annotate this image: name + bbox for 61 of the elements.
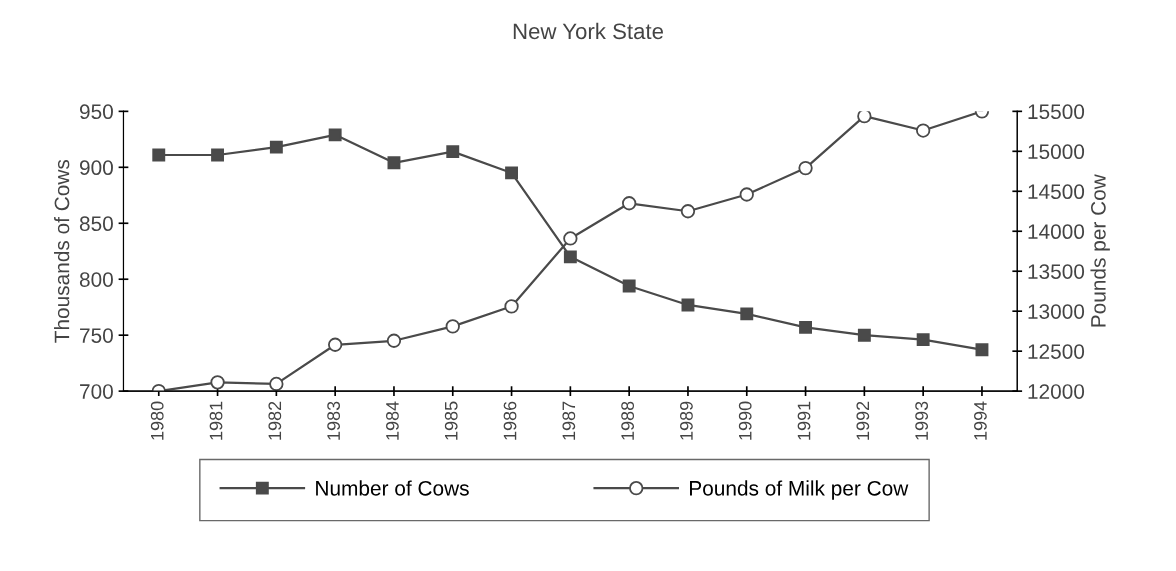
- y2-tick-label: 14500: [1028, 184, 1085, 200]
- y2-tick-label: 14000: [1028, 224, 1085, 240]
- point: [857, 328, 871, 342]
- legend-label: Number of Cows: [316, 480, 469, 496]
- x-tick-label: 1982: [268, 401, 282, 440]
- x-tick-label: 1981: [209, 401, 223, 440]
- x-tick-label: 1980: [150, 401, 164, 440]
- x-tick-label: 1987: [562, 401, 576, 440]
- point: [799, 320, 813, 334]
- x-tick-label: 1988: [621, 401, 635, 440]
- x-tick-label: 1989: [680, 401, 693, 440]
- y2-tick-label: 13500: [1028, 264, 1085, 279]
- x-tick-label: 1983: [327, 401, 341, 440]
- y2-tick-label: 15000: [1028, 144, 1085, 160]
- point: [798, 160, 813, 176]
- y2-tick-label: 12000: [1028, 384, 1085, 399]
- y2-tick-label: 15500: [1028, 104, 1085, 120]
- y-tick-label: 750: [80, 328, 113, 343]
- point: [387, 156, 401, 170]
- x-tick-label: 1992: [856, 401, 870, 440]
- y2-tick-label: 12500: [1028, 344, 1085, 359]
- x-tick-label: 1991: [797, 401, 811, 440]
- y-tick-label: 900: [79, 160, 113, 176]
- point: [446, 145, 460, 159]
- point: [622, 279, 636, 293]
- x-tick-label: 1993: [915, 401, 929, 440]
- point: [622, 196, 637, 211]
- x-tick-label: 1984: [386, 401, 399, 440]
- point: [680, 204, 696, 219]
- point: [210, 375, 225, 390]
- point: [328, 337, 343, 352]
- y-axis-title: Thousands of Cows: [54, 159, 70, 343]
- y2-axis-title: Pounds per Cow: [1090, 174, 1110, 327]
- x-tick-label: 1994: [974, 401, 987, 440]
- point: [975, 343, 989, 357]
- y-tick-label: 950: [79, 104, 113, 120]
- point: [916, 333, 930, 347]
- chart-title: New York State: [513, 22, 663, 40]
- y2-tick-label: 13000: [1028, 304, 1085, 319]
- point: [739, 187, 754, 202]
- y-tick-label: 850: [79, 216, 113, 232]
- point: [504, 299, 519, 314]
- y-tick-label: 700: [80, 384, 113, 399]
- point: [563, 250, 577, 264]
- point: [563, 231, 578, 246]
- x-tick-label: 1985: [444, 401, 458, 440]
- point: [152, 148, 166, 162]
- point: [857, 111, 872, 124]
- point: [269, 140, 283, 154]
- point: [916, 123, 931, 138]
- x-tick-label: 1986: [503, 401, 517, 440]
- point: [211, 148, 225, 162]
- y-tick-label: 800: [79, 272, 113, 287]
- point: [328, 128, 342, 142]
- x-tick-label: 1990: [738, 401, 752, 440]
- legend-label: Pounds of Milk per Cow: [690, 480, 909, 500]
- point: [386, 333, 402, 348]
- point: [445, 319, 460, 334]
- point: [269, 376, 284, 392]
- point: [740, 307, 754, 321]
- point: [505, 166, 519, 180]
